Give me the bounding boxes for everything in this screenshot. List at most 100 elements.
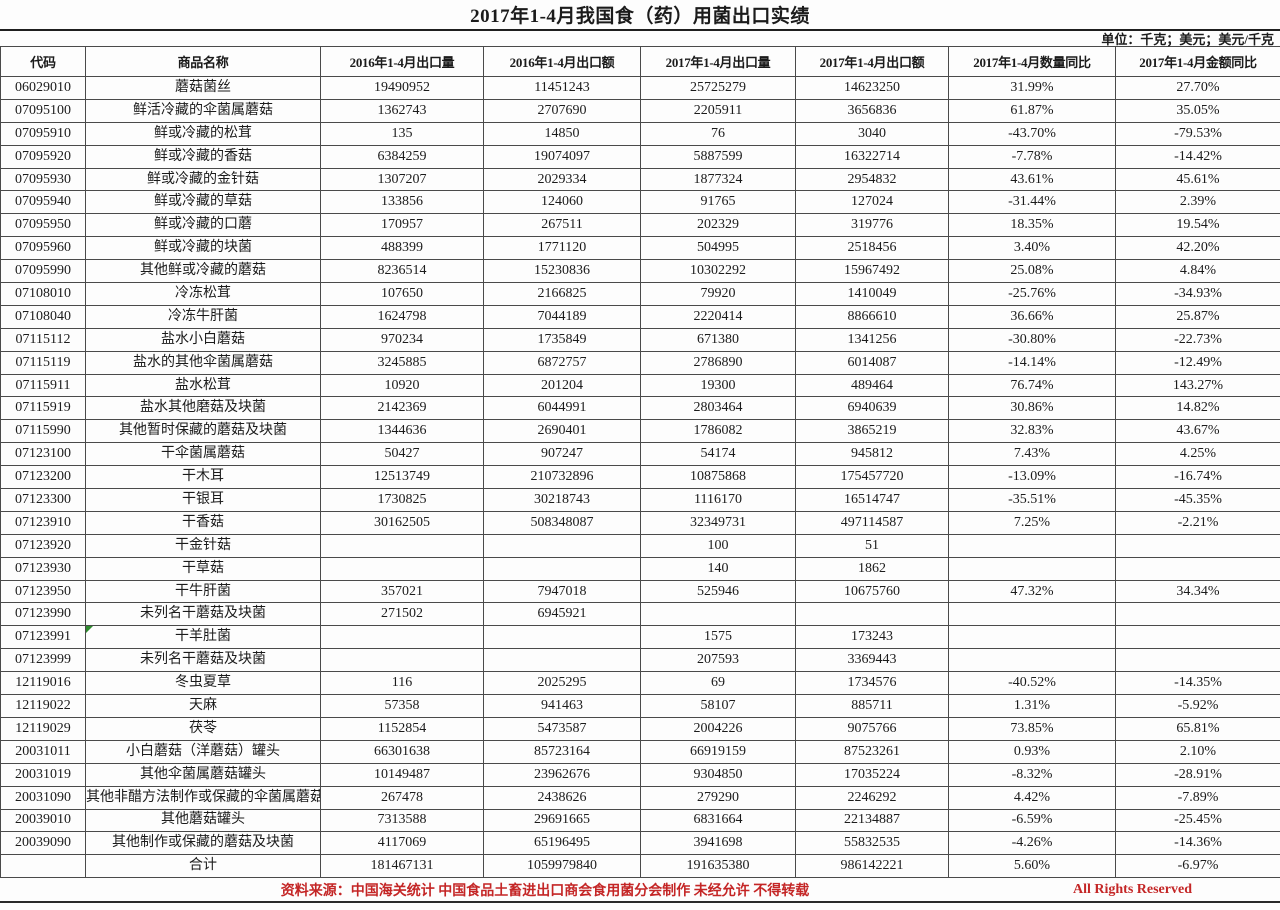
value-cell (1115, 533, 1280, 558)
value-cell: 45.61% (1115, 167, 1280, 192)
product-name-cell: 干银耳 (85, 488, 321, 512)
value-cell: 181467131 (320, 854, 484, 879)
table-row: 20039010 其他蘑菇罐头 7313588 29691665 6831664 2213… (0, 808, 1280, 833)
value-cell: 6384259 (320, 144, 484, 169)
column-header: 2017年1-4月数量同比 (948, 46, 1116, 77)
value-cell: 54174 (640, 442, 796, 467)
value-cell: 11451243 (483, 76, 641, 100)
source-attribution: 资料来源：中国海关统计 中国食品土畜进出口商会食用菌分会制作 未经允许 不得转载 (280, 883, 810, 899)
value-cell: 50427 (320, 442, 484, 467)
value-cell: 885711 (795, 694, 949, 718)
product-name-cell: 干木耳 (85, 465, 321, 490)
value-cell: 5473587 (483, 716, 641, 741)
value-cell: 65196495 (483, 831, 641, 856)
value-cell (483, 533, 641, 558)
value-cell: 3656836 (795, 98, 949, 123)
value-cell: 9075766 (795, 716, 949, 741)
value-cell: -7.89% (1115, 785, 1280, 810)
value-cell: 6872757 (483, 350, 641, 375)
table-row: 07095930 鲜或冷藏的金针菇 1307207 2029334 1877324 295… (0, 167, 1280, 192)
product-name-cell: 未列名干蘑菇及块菌 (85, 648, 321, 673)
value-cell (483, 648, 641, 673)
value-cell: 19.54% (1115, 213, 1280, 238)
value-cell (948, 602, 1116, 627)
value-cell: 1341256 (795, 327, 949, 352)
column-header: 商品名称 (85, 46, 321, 77)
table-row: 20039090 其他制作或保藏的蘑菇及块菌 4117069 65196495 3941… (0, 831, 1280, 856)
table-row: 07095920 鲜或冷藏的香菇 6384259 19074097 5887599 163… (0, 144, 1280, 169)
value-cell: 1362743 (320, 98, 484, 123)
product-name-cell: 其他蘑菇罐头 (85, 808, 321, 833)
table-row: 07123999 未列名干蘑菇及块菌 207593 3369443 (0, 648, 1280, 673)
product-name-cell: 干羊肚菌 (85, 625, 321, 650)
product-name-cell: 鲜或冷藏的金针菇 (85, 167, 321, 192)
value-cell: -7.78% (948, 144, 1116, 169)
value-cell: 170957 (320, 213, 484, 238)
table-row: 07123920 干金针菇 100 51 (0, 533, 1280, 558)
value-cell: 43.67% (1115, 419, 1280, 444)
table-row: 07123100 干伞菌属蘑菇 50427 907247 54174 945812 7.43… (0, 442, 1280, 467)
value-cell: 2029334 (483, 167, 641, 192)
value-cell: 2004226 (640, 716, 796, 741)
page-title: 2017年1-4月我国食（药）用菌出口实绩 (470, 6, 810, 27)
value-cell: 107650 (320, 282, 484, 306)
value-cell: 55832535 (795, 831, 949, 856)
value-cell: 1307207 (320, 167, 484, 192)
value-cell: 1575 (640, 625, 796, 650)
value-cell: 1730825 (320, 488, 484, 512)
value-cell: 3369443 (795, 648, 949, 673)
value-cell: 79920 (640, 282, 796, 306)
value-cell: 61.87% (948, 98, 1116, 123)
code-cell: 07123990 (0, 602, 86, 627)
table-row: 07095940 鲜或冷藏的草菇 133856 124060 91765 127024 -3… (0, 190, 1280, 215)
value-cell: 1734576 (795, 671, 949, 696)
value-cell (1115, 625, 1280, 650)
value-cell: 42.20% (1115, 236, 1280, 261)
value-cell: -12.49% (1115, 350, 1280, 375)
value-cell: 34.34% (1115, 579, 1280, 604)
product-name-cell: 鲜活冷藏的伞菌属蘑菇 (85, 98, 321, 123)
product-name-cell: 干牛肝菌 (85, 579, 321, 604)
value-cell: 2786890 (640, 350, 796, 375)
value-cell: 65.81% (1115, 716, 1280, 741)
value-cell: 76.74% (948, 373, 1116, 398)
value-cell: 25.08% (948, 259, 1116, 284)
value-cell: 1059979840 (483, 854, 641, 879)
value-cell: 19074097 (483, 144, 641, 169)
value-cell (483, 625, 641, 650)
value-cell: 36.66% (948, 304, 1116, 329)
value-cell: 497114587 (795, 510, 949, 535)
product-name-cell: 其他非醋方法制作或保藏的伞菌属蘑菇 (85, 785, 321, 810)
value-cell (1115, 648, 1280, 673)
value-cell (795, 602, 949, 627)
unit-note-row: 单位：千克；美元；美元/千克 (0, 31, 1280, 47)
value-cell: 6044991 (483, 396, 641, 421)
total-row: 合计 181467131 1059979840 191635380 986142221 5… (0, 854, 1280, 879)
column-header: 2017年1-4月出口量 (640, 46, 796, 77)
value-cell: -5.92% (1115, 694, 1280, 718)
value-cell: 2518456 (795, 236, 949, 261)
code-cell: 12119016 (0, 671, 86, 696)
product-name-cell: 干香菇 (85, 510, 321, 535)
product-name-cell: 冷冻牛肝菌 (85, 304, 321, 329)
value-cell: 2.39% (1115, 190, 1280, 215)
value-cell: 10920 (320, 373, 484, 398)
code-cell: 07095960 (0, 236, 86, 261)
value-cell: 6014087 (795, 350, 949, 375)
product-name-cell: 干伞菌属蘑菇 (85, 442, 321, 467)
value-cell: 4.25% (1115, 442, 1280, 467)
value-cell: 2142369 (320, 396, 484, 421)
table-row: 20031090 其他非醋方法制作或保藏的伞菌属蘑菇 267478 2438626 27… (0, 785, 1280, 810)
value-cell: -25.45% (1115, 808, 1280, 833)
value-cell: 15230836 (483, 259, 641, 284)
value-cell: 66301638 (320, 739, 484, 764)
value-cell (483, 556, 641, 581)
value-cell: 508348087 (483, 510, 641, 535)
code-cell: 07123991 (0, 625, 86, 650)
value-cell: -8.32% (948, 762, 1116, 787)
product-name-cell: 鲜或冷藏的口蘑 (85, 213, 321, 238)
value-cell: 25.87% (1115, 304, 1280, 329)
table-row: 12119016 冬虫夏草 116 2025295 69 1734576 -40.52% -1… (0, 671, 1280, 696)
value-cell: 1735849 (483, 327, 641, 352)
value-cell: 16514747 (795, 488, 949, 512)
